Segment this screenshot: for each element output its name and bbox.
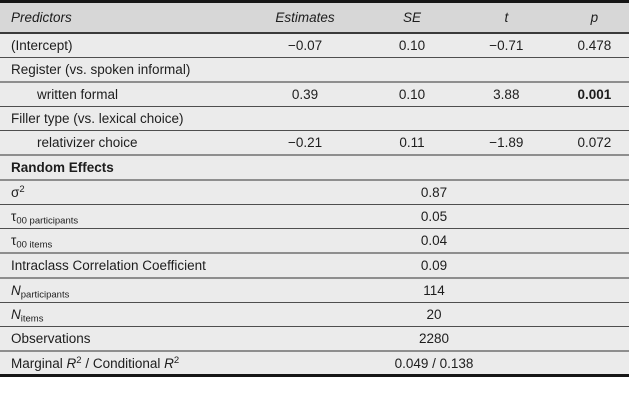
estimate-value: −0.21 bbox=[239, 130, 372, 156]
table-row-sigma2: σ2 0.87 bbox=[0, 179, 629, 205]
predictor-group-label: Filler type (vs. lexical choice) bbox=[0, 106, 629, 131]
predictor-label: (Intercept) bbox=[0, 32, 240, 58]
se-value: 0.10 bbox=[371, 81, 453, 107]
column-header-p: p bbox=[559, 1, 629, 34]
table-row-icc: Intraclass Correlation Coefficient 0.09 bbox=[0, 253, 629, 279]
column-header-estimates: Estimates bbox=[239, 1, 372, 34]
table-row-filler-group: Filler type (vs. lexical choice) bbox=[0, 106, 629, 131]
se-value: 0.10 bbox=[371, 32, 453, 58]
t-value: 3.88 bbox=[452, 81, 560, 107]
se-value: 0.11 bbox=[371, 130, 453, 156]
p-value: 0.072 bbox=[559, 130, 629, 156]
random-effect-value: 0.87 bbox=[239, 179, 629, 205]
table-row-n-items: Nitems 20 bbox=[0, 302, 629, 327]
predictor-label: relativizer choice bbox=[0, 130, 240, 156]
t-value: −0.71 bbox=[452, 32, 560, 58]
random-effect-label: σ2 bbox=[0, 179, 240, 205]
p-value-significant: 0.001 bbox=[559, 81, 629, 107]
random-effect-label: Intraclass Correlation Coefficient bbox=[0, 253, 240, 279]
t-value: −1.89 bbox=[452, 130, 560, 156]
table-row-n-participants: Nparticipants 114 bbox=[0, 277, 629, 303]
random-effect-value: 2280 bbox=[239, 326, 629, 352]
random-effect-label: Observations bbox=[0, 326, 240, 352]
random-effect-value: 0.05 bbox=[239, 204, 629, 229]
random-effect-label: Nitems bbox=[0, 302, 240, 327]
estimate-value: −0.07 bbox=[239, 32, 372, 58]
table-row-intercept: (Intercept) −0.07 0.10 −0.71 0.478 bbox=[0, 32, 629, 58]
table-row-random-effects-header: Random Effects bbox=[0, 155, 629, 181]
random-effect-label: τ00 items bbox=[0, 228, 240, 254]
table-row-tau00-items: τ00 items 0.04 bbox=[0, 228, 629, 254]
random-effect-value: 0.09 bbox=[239, 253, 629, 279]
table-row-relativizer-choice: relativizer choice −0.21 0.11 −1.89 0.07… bbox=[0, 130, 629, 156]
table-row-r2: Marginal R2 / Conditional R2 0.049 / 0.1… bbox=[0, 351, 629, 376]
table-row-written-formal: written formal 0.39 0.10 3.88 0.001 bbox=[0, 81, 629, 107]
table-row-tau00-participants: τ00 participants 0.05 bbox=[0, 204, 629, 229]
table-header-row: Predictors Estimates SE t p bbox=[0, 1, 629, 34]
column-header-predictors: Predictors bbox=[0, 1, 240, 34]
random-effect-label: Marginal R2 / Conditional R2 bbox=[11, 354, 180, 371]
mixed-model-results-table: Predictors Estimates SE t p (Intercept) … bbox=[0, 0, 629, 377]
column-header-se: SE bbox=[371, 1, 453, 34]
predictor-group-label: Register (vs. spoken informal) bbox=[0, 57, 629, 83]
random-effect-label: Nparticipants bbox=[0, 277, 240, 303]
predictor-label: written formal bbox=[0, 81, 240, 107]
table-row-observations: Observations 2280 bbox=[0, 326, 629, 352]
estimate-value: 0.39 bbox=[239, 81, 372, 107]
random-effect-value: 20 bbox=[239, 302, 629, 327]
random-effect-label: τ00 participants bbox=[0, 204, 240, 229]
random-effect-value: 114 bbox=[239, 277, 629, 303]
table-row-register-group: Register (vs. spoken informal) bbox=[0, 57, 629, 83]
column-header-t: t bbox=[452, 1, 560, 34]
random-effect-value: 0.049 / 0.138 bbox=[394, 355, 474, 371]
random-effect-value: 0.04 bbox=[239, 228, 629, 254]
p-value: 0.478 bbox=[559, 32, 629, 58]
random-effects-section-label: Random Effects bbox=[0, 155, 629, 181]
